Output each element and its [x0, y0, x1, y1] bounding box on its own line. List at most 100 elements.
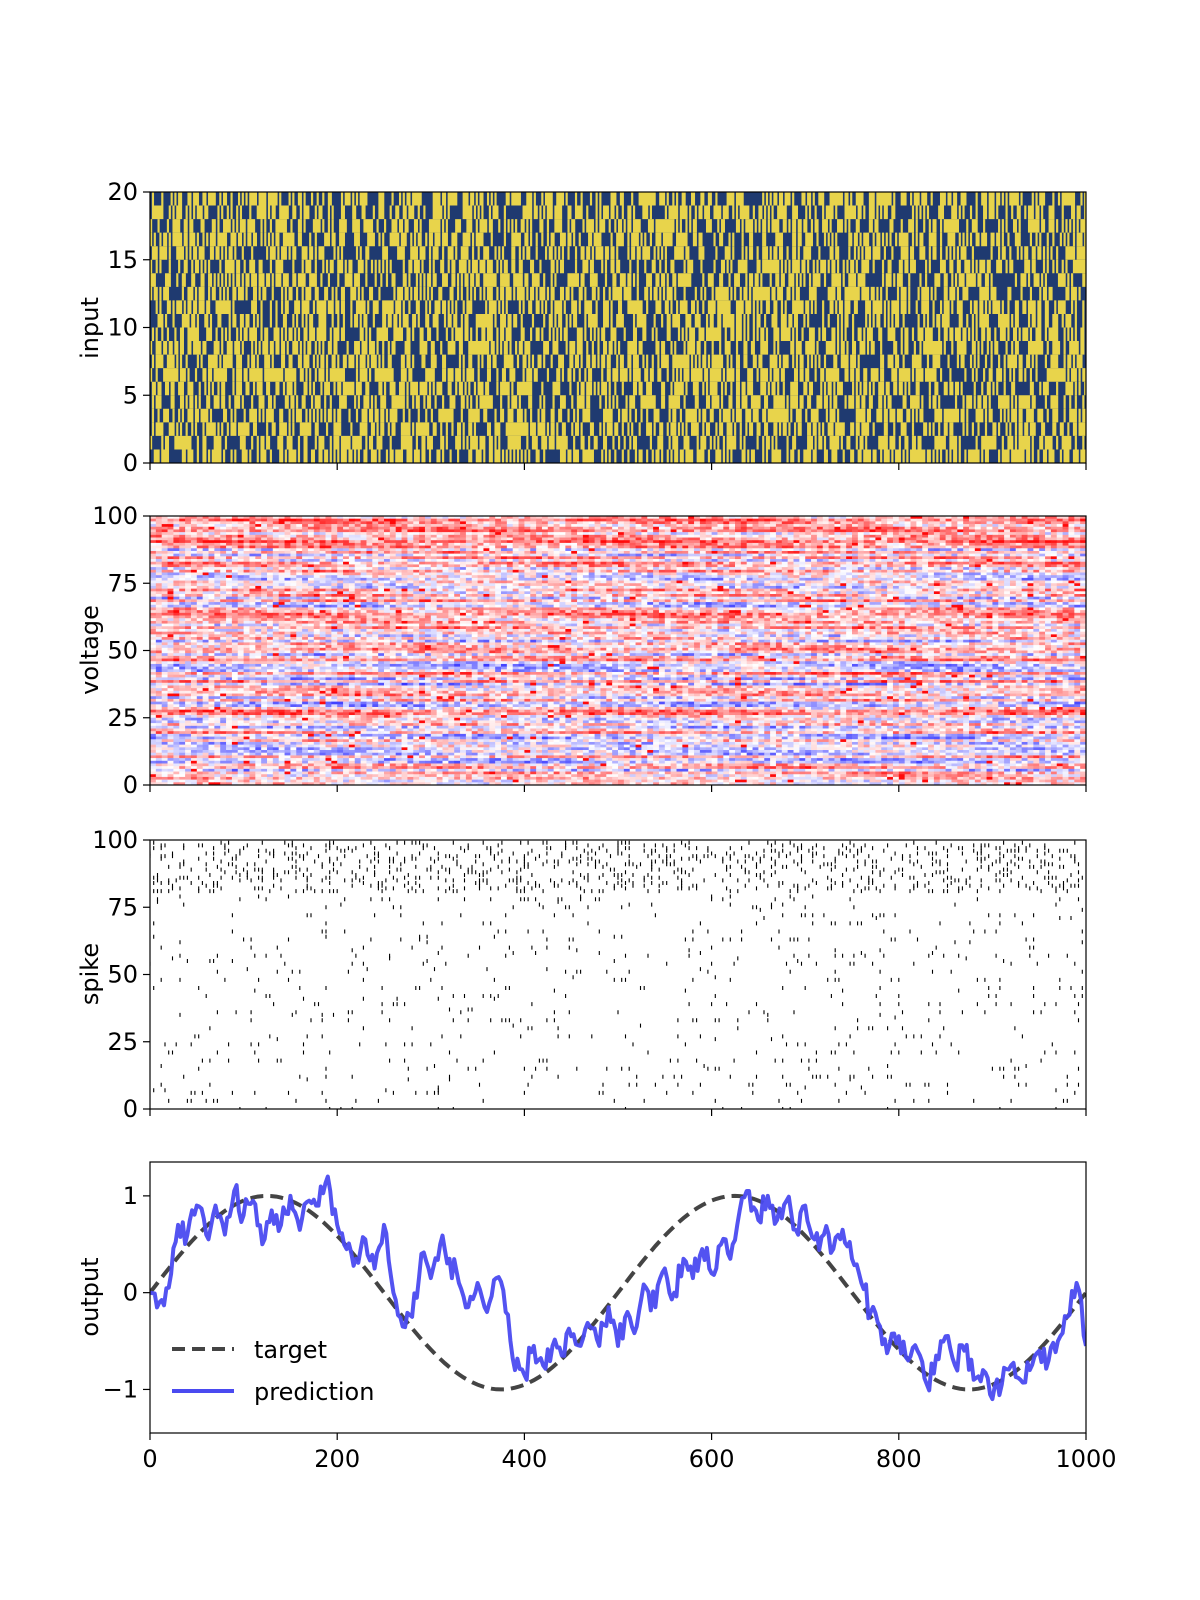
heatmap-cell — [167, 575, 174, 579]
heatmap-cell — [454, 548, 461, 552]
heatmap-cell — [682, 583, 689, 587]
heatmap-cell — [559, 518, 566, 522]
heatmap-cell — [992, 583, 999, 587]
heatmap-cell — [653, 542, 660, 546]
heatmap-cell — [553, 564, 560, 568]
heatmap-cell — [1021, 534, 1028, 538]
heatmap-cell — [951, 526, 958, 530]
heatmap-cell — [1039, 575, 1046, 579]
heatmap-cell — [840, 564, 847, 568]
heatmap-cell — [272, 561, 280, 565]
heatmap-cell — [670, 526, 677, 530]
heatmap-cell — [992, 577, 999, 581]
heatmap-cell — [536, 521, 543, 525]
heatmap-cell — [898, 537, 906, 541]
heatmap-cell — [237, 596, 244, 600]
heatmap-cell — [1027, 583, 1034, 587]
heatmap-cell — [1009, 534, 1017, 538]
heatmap-cell — [606, 537, 613, 541]
heatmap-cell — [553, 518, 560, 522]
heatmap-cell — [793, 561, 800, 565]
heatmap-cell — [220, 534, 227, 538]
heatmap-cell — [974, 583, 982, 587]
heatmap-cell — [939, 585, 946, 589]
heatmap-cell — [343, 588, 350, 592]
heatmap-cell — [957, 591, 964, 595]
heatmap-cell — [1015, 521, 1023, 525]
heatmap-cell — [261, 516, 268, 519]
heatmap-cell — [553, 594, 560, 597]
heatmap-cell — [676, 567, 683, 571]
heatmap-cell — [992, 529, 999, 533]
heatmap-cell — [647, 559, 654, 563]
heatmap-cell — [875, 542, 882, 546]
heatmap-cell — [676, 524, 683, 528]
heatmap-cell — [717, 553, 724, 557]
heatmap-cell — [190, 516, 198, 519]
heatmap-cell — [179, 537, 186, 541]
heatmap-cell — [179, 583, 186, 587]
heatmap-cell — [986, 521, 993, 525]
heatmap-cell — [822, 577, 829, 581]
heatmap-cell — [805, 580, 812, 584]
heatmap-cell — [296, 548, 303, 552]
heatmap-cell — [1074, 561, 1081, 565]
heatmap-cell — [623, 588, 631, 592]
heatmap-cell — [811, 545, 818, 549]
heatmap-cell — [150, 542, 157, 546]
heatmap-cell — [261, 532, 268, 536]
heatmap-cell — [296, 526, 303, 530]
heatmap-cell — [512, 588, 519, 592]
heatmap-cell — [150, 564, 157, 568]
heatmap-cell — [389, 575, 397, 579]
heatmap-cell — [846, 564, 853, 568]
heatmap-cell — [799, 580, 806, 584]
heatmap-cell — [407, 540, 414, 544]
heatmap-row — [157, 313, 1085, 328]
heatmap-cell — [846, 553, 853, 557]
heatmap-cell — [249, 583, 256, 587]
heatmap-cell — [828, 529, 835, 533]
heatmap-cell — [290, 548, 297, 552]
heatmap-cell — [565, 526, 572, 530]
heatmap-cell — [857, 534, 865, 538]
heatmap-cell — [190, 583, 198, 587]
heatmap-cell — [758, 526, 765, 530]
heatmap-cell — [255, 542, 262, 546]
heatmap-cell — [682, 534, 689, 538]
heatmap-cell — [787, 542, 794, 546]
heatmap-cell — [384, 583, 391, 587]
heatmap-cell — [185, 529, 192, 533]
heatmap-cell — [1004, 545, 1011, 549]
heatmap-cell — [553, 585, 560, 589]
heatmap-cell — [1062, 594, 1069, 597]
heatmap-cell — [226, 594, 233, 597]
heatmap-cell — [501, 521, 508, 525]
heatmap-cell — [1021, 518, 1028, 522]
heatmap-cell — [389, 583, 397, 587]
heatmap-cell — [1039, 550, 1046, 554]
heatmap-cell — [161, 534, 168, 538]
heatmap-cell — [378, 550, 385, 554]
heatmap-cell — [688, 553, 695, 557]
heatmap-cell — [536, 575, 543, 579]
heatmap-cell — [571, 564, 578, 568]
heatmap-cell — [764, 548, 771, 552]
heatmap-cell — [746, 577, 753, 581]
heatmap-cell — [226, 526, 233, 530]
heatmap-cell — [1021, 594, 1028, 597]
heatmap-cell — [1004, 542, 1011, 546]
heatmap-cell — [945, 516, 952, 519]
heatmap-cell — [255, 518, 262, 522]
heatmap-cell — [524, 594, 531, 597]
heatmap-cell — [799, 534, 806, 538]
heatmap-cell — [898, 585, 906, 589]
heatmap-cell — [758, 569, 765, 573]
heatmap-cell — [600, 548, 607, 552]
heatmap-cell — [857, 518, 865, 522]
heatmap-cell — [699, 526, 707, 530]
heatmap-cell — [214, 594, 221, 597]
heatmap-cell — [717, 561, 724, 565]
heatmap-cell — [430, 594, 438, 597]
heatmap-cell — [945, 569, 952, 573]
